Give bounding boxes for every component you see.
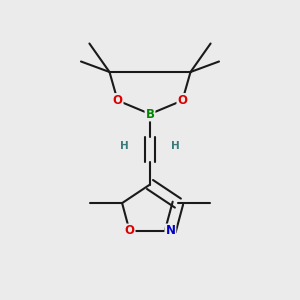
- Text: H: H: [120, 141, 129, 152]
- Text: O: O: [112, 94, 123, 107]
- Text: O: O: [124, 224, 135, 238]
- Text: B: B: [146, 107, 154, 121]
- Text: H: H: [171, 141, 180, 152]
- Text: N: N: [165, 224, 176, 238]
- Text: O: O: [177, 94, 188, 107]
